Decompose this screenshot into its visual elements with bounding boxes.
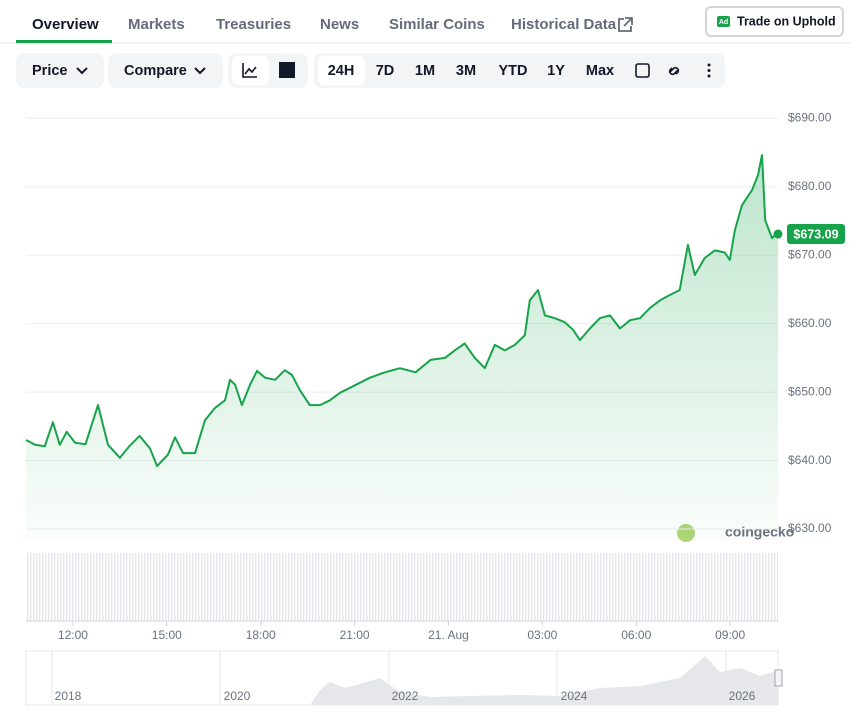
price-area	[26, 155, 778, 540]
range-button[interactable]: YTD	[499, 63, 528, 79]
calendar-icon[interactable]	[635, 63, 650, 78]
x-tick-label: 21:00	[340, 628, 370, 642]
tab[interactable]: Markets	[128, 16, 185, 33]
x-tick-label: 21. Aug	[428, 628, 469, 642]
tab[interactable]: Overview	[32, 16, 99, 33]
y-tick-label: $650.00	[788, 384, 832, 398]
line-icon	[242, 63, 257, 78]
price-label[interactable]: Price	[32, 63, 67, 79]
current-price-dot	[773, 229, 783, 239]
chevron	[194, 67, 206, 75]
ad-button-label[interactable]: Trade on Uphold	[737, 14, 836, 28]
x-tick-label: 06:00	[621, 628, 651, 642]
x-tick-label: 18:00	[246, 628, 276, 642]
ad-button[interactable]	[705, 6, 844, 37]
range-button[interactable]: 1Y	[547, 63, 565, 79]
range-button[interactable]: 1M	[415, 63, 435, 79]
tab[interactable]: News	[320, 16, 359, 33]
volume-backdrop	[26, 553, 778, 621]
y-tick-label: $680.00	[788, 179, 832, 193]
x-tick-label: 09:00	[715, 628, 745, 642]
y-tick-label: $670.00	[788, 247, 832, 261]
compare-label[interactable]: Compare	[124, 63, 187, 79]
range-button[interactable]: Max	[586, 63, 614, 79]
ad-badge	[717, 16, 730, 27]
current-price-label: $673.09	[793, 227, 838, 241]
tab[interactable]: Historical Data	[511, 16, 617, 33]
navigator-area	[310, 656, 778, 705]
range-button[interactable]: 7D	[376, 63, 395, 79]
navigator-label: 2026	[729, 689, 756, 703]
active-range	[318, 56, 365, 85]
tradingview-button[interactable]	[279, 62, 295, 78]
y-tick-label: $630.00	[788, 521, 832, 535]
tab[interactable]: Similar Coins	[389, 16, 485, 33]
current-price-badge	[787, 224, 845, 245]
chevron	[76, 67, 88, 75]
navigator-label: 2022	[392, 689, 419, 703]
y-tick-label: $690.00	[788, 110, 832, 124]
navigator-label: 2024	[561, 689, 588, 703]
link-icon[interactable]	[668, 66, 680, 76]
range-button[interactable]: 3M	[456, 63, 476, 79]
range-button[interactable]: 24H	[328, 63, 355, 79]
y-tick-label: $660.00	[788, 316, 832, 330]
external-icon	[618, 17, 633, 32]
price-button[interactable]	[16, 53, 104, 88]
x-tick-label: 03:00	[527, 628, 557, 642]
x-tick-label: 12:00	[58, 628, 88, 642]
active-tab-underline	[16, 40, 112, 43]
x-tick-label: 15:00	[152, 628, 182, 642]
ad-badge-text: Ad	[719, 19, 728, 26]
price-line	[25, 154, 779, 468]
navigator-label: 2020	[224, 689, 251, 703]
navigator-label: 2018	[55, 689, 82, 703]
tab[interactable]: Treasuries	[216, 16, 291, 33]
y-tick-label: $640.00	[788, 453, 832, 467]
compare-button[interactable]	[108, 53, 223, 88]
range-group	[314, 53, 725, 88]
navigator-handle[interactable]	[774, 669, 783, 687]
more-icon[interactable]	[707, 63, 711, 78]
